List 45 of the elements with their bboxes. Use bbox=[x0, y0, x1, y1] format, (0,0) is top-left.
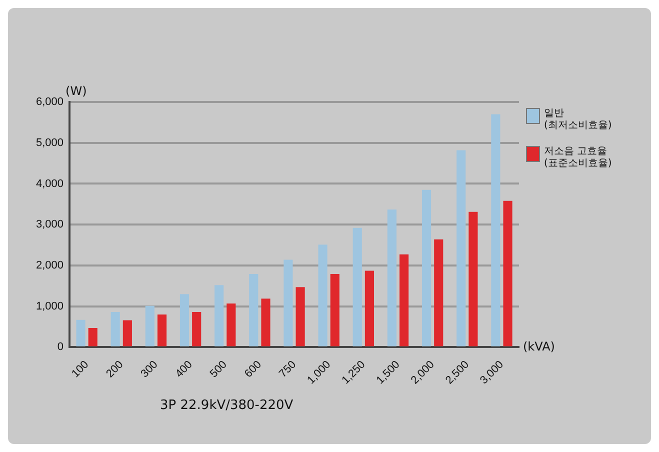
y-tick-label: 4,000 bbox=[36, 178, 64, 190]
legend-label: 일반 (최저소비효율) bbox=[544, 108, 613, 132]
bar bbox=[456, 150, 466, 346]
bar bbox=[284, 260, 293, 346]
bar bbox=[226, 303, 236, 346]
bar bbox=[110, 312, 120, 346]
bar bbox=[145, 306, 154, 346]
bar bbox=[503, 200, 512, 346]
bar bbox=[296, 287, 305, 346]
bar bbox=[180, 294, 190, 346]
bar bbox=[76, 320, 86, 346]
y-tick-label: 3,000 bbox=[36, 218, 64, 231]
text: 3P 22.9kV/380-220V bbox=[160, 398, 294, 413]
x-tick-label: 750 bbox=[277, 358, 299, 380]
bar bbox=[261, 298, 270, 346]
y-tick-label: 5,000 bbox=[36, 136, 64, 149]
bar bbox=[122, 320, 132, 346]
x-tick-label: 100 bbox=[70, 358, 92, 380]
x-tick-label: 400 bbox=[173, 358, 195, 380]
bar bbox=[387, 209, 396, 346]
x-tick-label: 200 bbox=[104, 358, 126, 380]
y-tick-label: 1,000 bbox=[36, 300, 64, 312]
x-tick-label: 600 bbox=[242, 358, 264, 380]
y-tick-label: 0 bbox=[57, 341, 64, 354]
x-tick-label: 500 bbox=[208, 358, 230, 380]
y-axis-title: (W) bbox=[66, 84, 87, 98]
bar bbox=[157, 314, 167, 346]
y-tick-label: 2,000 bbox=[36, 260, 64, 272]
bar bbox=[249, 274, 258, 346]
bar bbox=[88, 328, 98, 346]
bar bbox=[318, 244, 328, 346]
bar bbox=[364, 270, 374, 346]
bar bbox=[330, 274, 340, 346]
bar bbox=[468, 212, 478, 346]
legend-label: 저소음 고효율 (표준소비효율) bbox=[544, 146, 613, 170]
bar bbox=[491, 114, 500, 346]
x-tick-label: 300 bbox=[138, 358, 160, 380]
x-axis-title: (kVA) bbox=[523, 339, 555, 354]
bar bbox=[192, 312, 202, 346]
y-tick-label: 6,000 bbox=[36, 96, 64, 108]
bar bbox=[214, 285, 224, 346]
bar bbox=[434, 239, 444, 346]
bar bbox=[352, 228, 362, 346]
bar bbox=[422, 190, 432, 346]
bar bbox=[400, 254, 409, 346]
